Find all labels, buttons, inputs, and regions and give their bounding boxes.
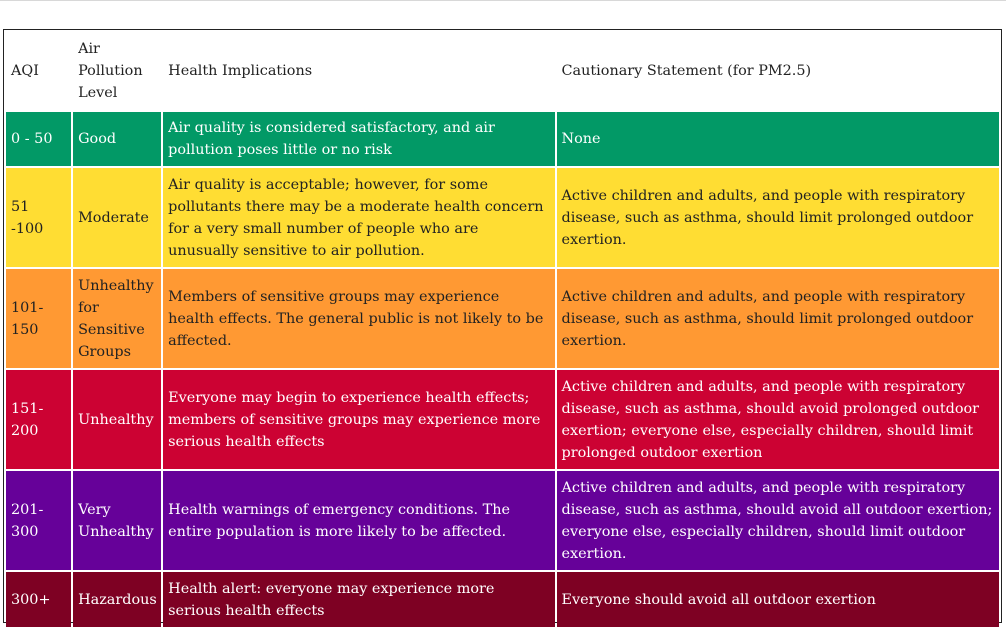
table-row-moderate: 51 -100 Moderate Air quality is acceptab…	[6, 168, 999, 267]
health-implications: Air quality is acceptable; however, for …	[163, 168, 555, 267]
aqi-range: 101-150	[6, 269, 72, 368]
pollution-level: Moderate	[73, 168, 162, 267]
top-divider	[0, 0, 1006, 1]
aqi-range: 0 - 50	[6, 112, 72, 166]
table-header-row: AQI Air Pollution Level Health Implicati…	[6, 32, 999, 110]
cautionary-statement: Active children and adults, and people w…	[556, 471, 999, 570]
aqi-range: 201-300	[6, 471, 72, 570]
health-implications: Air quality is considered satisfactory, …	[163, 112, 555, 166]
pollution-level: Hazardous	[73, 572, 162, 627]
aqi-range: 151-200	[6, 370, 72, 469]
pollution-level: Very Unhealthy	[73, 471, 162, 570]
cautionary-statement: Active children and adults, and people w…	[556, 269, 999, 368]
health-implications: Health alert: everyone may experience mo…	[163, 572, 555, 627]
aqi-table: AQI Air Pollution Level Health Implicati…	[4, 30, 1001, 629]
pollution-level: Unhealthy for Sensitive Groups	[73, 269, 162, 368]
cautionary-statement: None	[556, 112, 999, 166]
cautionary-statement: Active children and adults, and people w…	[556, 370, 999, 469]
aqi-range: 300+	[6, 572, 72, 627]
pollution-level: Unhealthy	[73, 370, 162, 469]
header-health: Health Implications	[163, 32, 555, 110]
header-level: Air Pollution Level	[73, 32, 162, 110]
pollution-level: Good	[73, 112, 162, 166]
health-implications: Everyone may begin to experience health …	[163, 370, 555, 469]
table-row-good: 0 - 50 Good Air quality is considered sa…	[6, 112, 999, 166]
header-aqi: AQI	[6, 32, 72, 110]
table-row-unhealthy: 151-200 Unhealthy Everyone may begin to …	[6, 370, 999, 469]
table-row-very-unhealthy: 201-300 Very Unhealthy Health warnings o…	[6, 471, 999, 570]
cautionary-statement: Active children and adults, and people w…	[556, 168, 999, 267]
aqi-range: 51 -100	[6, 168, 72, 267]
table-row-unhealthy-sensitive: 101-150 Unhealthy for Sensitive Groups M…	[6, 269, 999, 368]
health-implications: Health warnings of emergency conditions.…	[163, 471, 555, 570]
health-implications: Members of sensitive groups may experien…	[163, 269, 555, 368]
table-row-hazardous: 300+ Hazardous Health alert: everyone ma…	[6, 572, 999, 627]
cautionary-statement: Everyone should avoid all outdoor exerti…	[556, 572, 999, 627]
header-caution: Cautionary Statement (for PM2.5)	[556, 32, 999, 110]
